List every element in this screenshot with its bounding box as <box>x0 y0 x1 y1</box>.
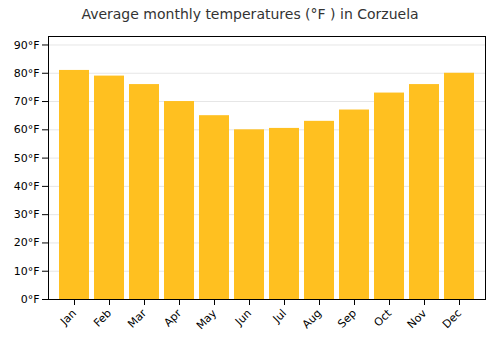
svg-text:50°F: 50°F <box>14 152 40 165</box>
svg-text:60°F: 60°F <box>14 123 40 136</box>
svg-text:20°F: 20°F <box>14 236 40 249</box>
svg-text:Jan: Jan <box>57 307 79 329</box>
html-text:Average monthly temperatures (: Average monthly temperatures (°F ) in Co… <box>81 6 419 22</box>
svg-text:90°F: 90°F <box>14 39 40 52</box>
svg-text:Oct: Oct <box>371 306 394 329</box>
svg-text:0°F: 0°F <box>21 293 40 306</box>
svg-text:Sep: Sep <box>335 307 359 331</box>
svg-text:10°F: 10°F <box>14 265 40 278</box>
svg-text:80°F: 80°F <box>14 67 40 80</box>
svg-text:40°F: 40°F <box>14 180 40 193</box>
svg-text:Dec: Dec <box>440 307 464 331</box>
svg-text:30°F: 30°F <box>14 208 40 221</box>
svg-text:Jul: Jul <box>270 307 289 326</box>
svg-text:Mar: Mar <box>125 306 149 330</box>
svg-text:May: May <box>194 306 220 332</box>
svg-text:Nov: Nov <box>405 306 430 331</box>
svg-text:70°F: 70°F <box>14 95 40 108</box>
svg-text:Feb: Feb <box>91 307 114 330</box>
svg-text:Apr: Apr <box>161 306 184 329</box>
svg-text:Aug: Aug <box>300 307 324 331</box>
svg-text:Jun: Jun <box>232 307 254 329</box>
